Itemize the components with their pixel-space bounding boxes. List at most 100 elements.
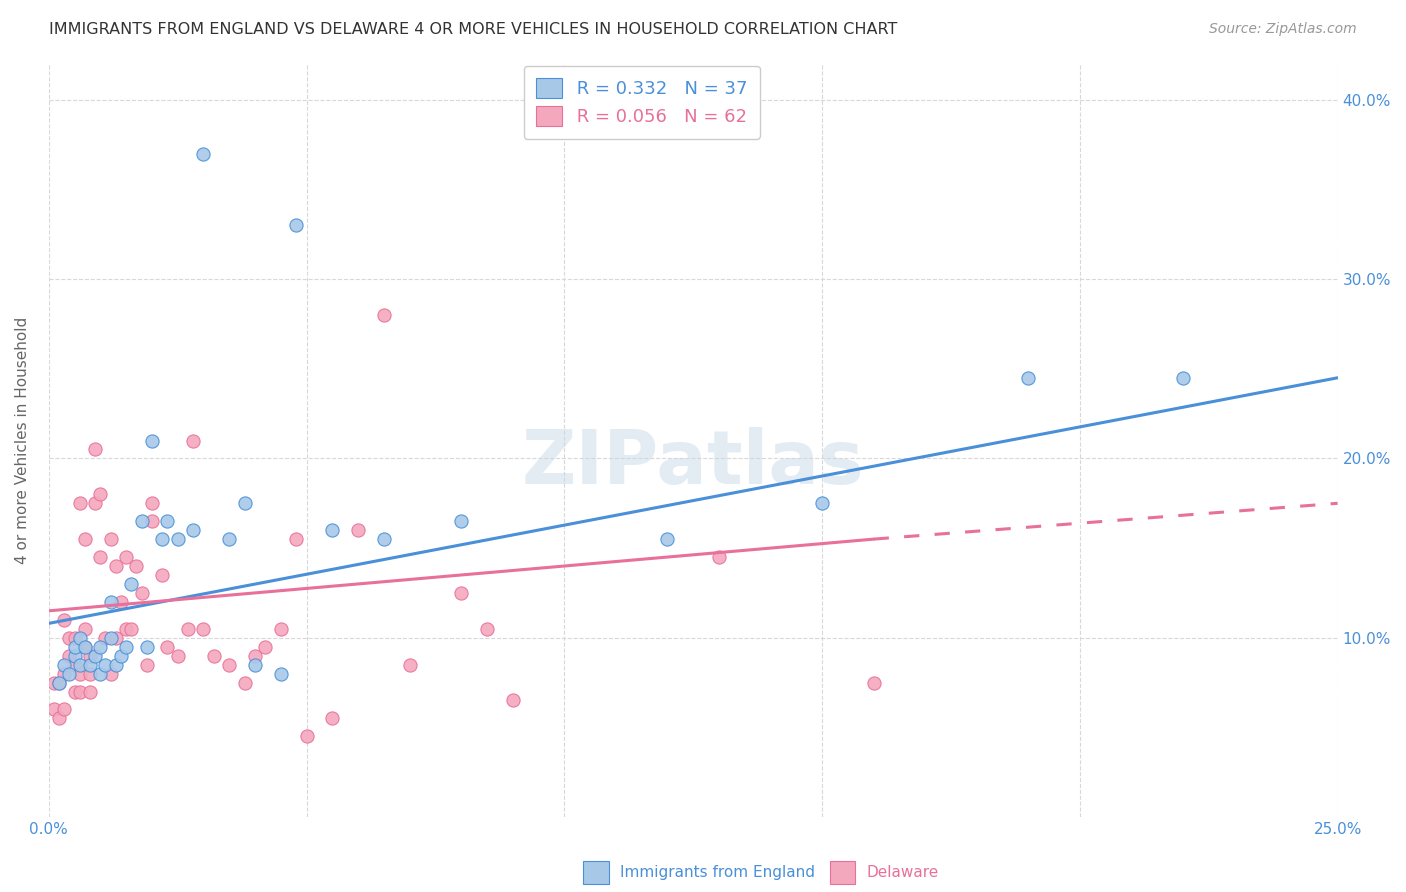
Point: [218, 532, 240, 546]
Point: [115, 622, 138, 636]
Point: [89, 550, 111, 565]
Point: [73, 640, 96, 654]
Point: [58, 666, 80, 681]
Point: [69, 666, 91, 681]
Point: [450, 514, 472, 528]
Point: [63, 648, 86, 663]
Point: [295, 729, 318, 743]
Text: Delaware: Delaware: [866, 865, 938, 880]
Point: [450, 586, 472, 600]
Point: [48, 711, 70, 725]
Point: [243, 657, 266, 672]
Point: [63, 684, 86, 698]
Point: [285, 532, 308, 546]
Point: [131, 586, 153, 600]
Point: [53, 666, 76, 681]
Point: [233, 675, 256, 690]
Point: [69, 496, 91, 510]
Point: [150, 568, 173, 582]
Point: [63, 657, 86, 672]
Point: [58, 648, 80, 663]
Point: [48, 675, 70, 690]
Point: [347, 523, 370, 537]
Point: [193, 622, 215, 636]
Point: [84, 496, 107, 510]
Point: [141, 514, 163, 528]
Point: [94, 631, 117, 645]
Point: [141, 496, 163, 510]
Point: [48, 675, 70, 690]
Point: [110, 595, 132, 609]
Point: [100, 631, 122, 645]
Point: [150, 532, 173, 546]
Text: ZIPatlas: ZIPatlas: [522, 426, 865, 500]
Point: [84, 648, 107, 663]
Point: [811, 496, 834, 510]
Point: [125, 559, 148, 574]
Point: [53, 613, 76, 627]
Point: [131, 514, 153, 528]
Point: [63, 631, 86, 645]
Point: [181, 523, 204, 537]
Point: [104, 631, 127, 645]
Point: [73, 640, 96, 654]
Point: [79, 648, 101, 663]
Point: [218, 657, 240, 672]
Point: [115, 550, 138, 565]
Point: [58, 631, 80, 645]
Point: [69, 657, 91, 672]
Point: [120, 577, 142, 591]
Point: [202, 648, 225, 663]
Point: [141, 434, 163, 448]
Point: [243, 648, 266, 663]
Point: [84, 442, 107, 457]
Point: [1017, 371, 1039, 385]
Text: Immigrants from England: Immigrants from England: [620, 865, 815, 880]
Point: [73, 622, 96, 636]
Point: [373, 308, 395, 322]
Point: [285, 219, 308, 233]
Text: Source: ZipAtlas.com: Source: ZipAtlas.com: [1209, 22, 1357, 37]
Point: [475, 622, 498, 636]
Point: [79, 666, 101, 681]
Point: [104, 657, 127, 672]
Point: [104, 559, 127, 574]
Point: [100, 666, 122, 681]
Point: [89, 487, 111, 501]
Point: [110, 648, 132, 663]
Point: [177, 622, 200, 636]
Point: [53, 657, 76, 672]
Point: [94, 657, 117, 672]
Point: [135, 640, 157, 654]
Point: [69, 684, 91, 698]
Point: [115, 640, 138, 654]
Point: [63, 640, 86, 654]
Point: [1171, 371, 1194, 385]
Point: [100, 595, 122, 609]
Point: [69, 631, 91, 645]
Point: [156, 640, 179, 654]
Point: [79, 657, 101, 672]
Point: [254, 640, 277, 654]
Point: [502, 693, 524, 707]
Point: [321, 711, 343, 725]
Point: [42, 702, 65, 716]
Point: [270, 666, 292, 681]
Point: [862, 675, 884, 690]
Point: [135, 657, 157, 672]
Point: [193, 146, 215, 161]
Point: [181, 434, 204, 448]
Point: [79, 684, 101, 698]
Point: [89, 666, 111, 681]
Point: [373, 532, 395, 546]
Point: [100, 532, 122, 546]
Point: [398, 657, 420, 672]
Point: [707, 550, 730, 565]
Point: [53, 702, 76, 716]
Point: [321, 523, 343, 537]
Point: [73, 532, 96, 546]
Legend:  R = 0.332   N = 37,  R = 0.056   N = 62: R = 0.332 N = 37, R = 0.056 N = 62: [523, 65, 759, 139]
Point: [120, 622, 142, 636]
Point: [166, 648, 188, 663]
Point: [89, 640, 111, 654]
